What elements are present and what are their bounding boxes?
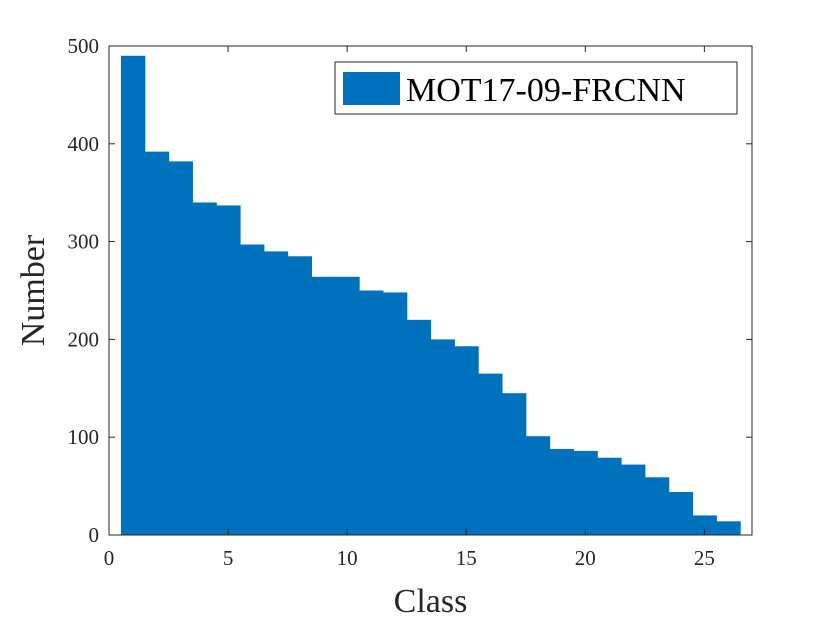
bar-class-21 bbox=[597, 457, 622, 535]
bar-class-2 bbox=[144, 151, 170, 535]
legend-box bbox=[334, 61, 738, 115]
bar-class-13 bbox=[406, 319, 432, 535]
x-tick-label: 10 bbox=[337, 546, 358, 570]
bar-class-23 bbox=[644, 477, 670, 535]
bars bbox=[120, 55, 741, 536]
bar-class-17 bbox=[501, 393, 527, 535]
bar-class-1 bbox=[120, 55, 146, 535]
x-tick-label: 15 bbox=[456, 546, 477, 570]
bar-class-9 bbox=[311, 276, 336, 535]
bar-class-25 bbox=[692, 515, 717, 535]
bar-class-8 bbox=[287, 256, 313, 535]
bar-class-12 bbox=[382, 292, 408, 535]
y-tick-label: 100 bbox=[68, 425, 100, 449]
bar-class-24 bbox=[668, 491, 694, 535]
bar-class-20 bbox=[573, 450, 598, 535]
legend-swatch bbox=[343, 72, 400, 105]
bar-class-4 bbox=[192, 202, 217, 536]
bar-class-3 bbox=[168, 161, 193, 536]
axes-box bbox=[108, 45, 753, 536]
bar-class-26 bbox=[716, 521, 741, 535]
bar-class-15 bbox=[454, 346, 479, 535]
x-tick-label: 0 bbox=[104, 546, 115, 570]
x-tick-label: 25 bbox=[694, 546, 715, 570]
y-tick-label: 0 bbox=[89, 523, 100, 547]
bar-class-14 bbox=[430, 339, 455, 535]
y-tick-label: 300 bbox=[68, 230, 100, 254]
bar-class-22 bbox=[621, 464, 646, 535]
legend: MOT17-09-FRCNN bbox=[334, 61, 738, 115]
y-axis-label: Number bbox=[15, 234, 52, 346]
bar-class-19 bbox=[549, 448, 574, 535]
x-axis-label: Class bbox=[394, 583, 468, 620]
bar-class-7 bbox=[263, 251, 289, 535]
x-tick-label: 5 bbox=[223, 546, 234, 570]
legend-label: MOT17-09-FRCNN bbox=[406, 72, 686, 109]
x-tick-label: 20 bbox=[575, 546, 596, 570]
tick-labels: 0 5 10 15 20 25 0 100 200 300 400 500 bbox=[68, 34, 715, 570]
bar-class-6 bbox=[239, 244, 265, 535]
y-tick-label: 400 bbox=[68, 132, 100, 156]
y-tick-label: 200 bbox=[68, 327, 100, 351]
y-tick-label: 500 bbox=[68, 34, 100, 58]
axis-ticks bbox=[108, 45, 752, 536]
bar-class-10 bbox=[335, 276, 360, 535]
bar-class-18 bbox=[525, 436, 551, 535]
bar-class-11 bbox=[359, 290, 384, 535]
bar-class-16 bbox=[478, 373, 503, 535]
bar-class-5 bbox=[216, 205, 241, 535]
